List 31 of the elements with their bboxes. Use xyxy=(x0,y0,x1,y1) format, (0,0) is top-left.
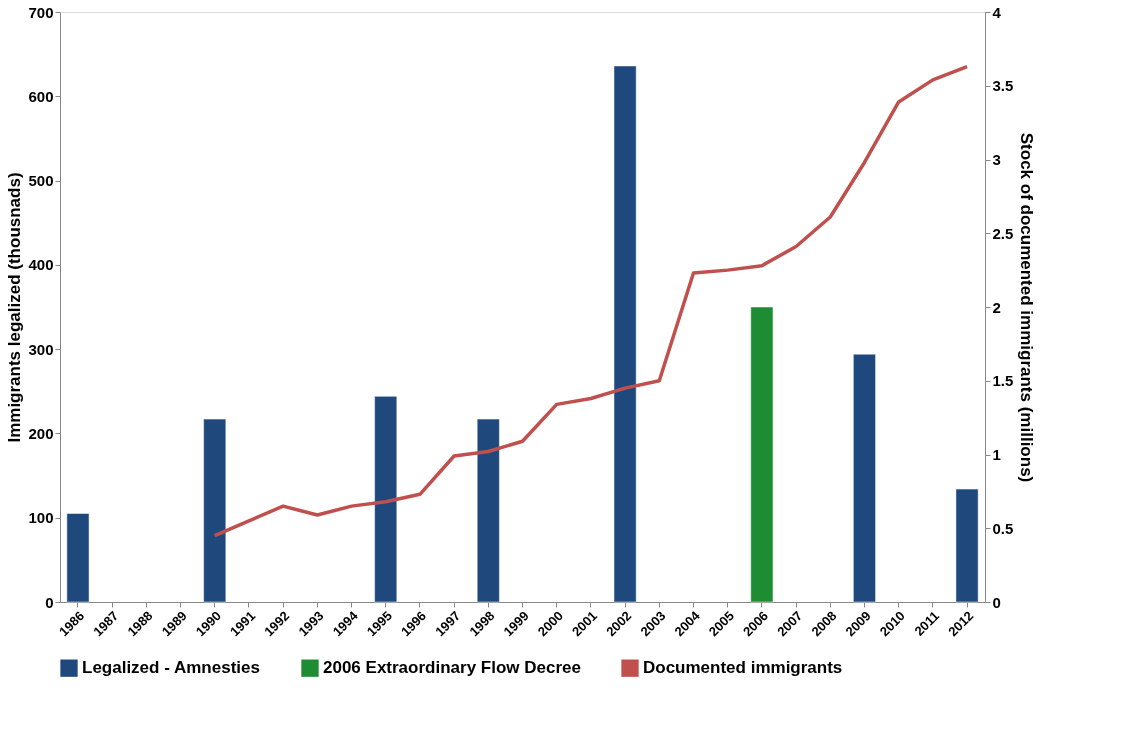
y2-tick-label: 0 xyxy=(992,593,1001,611)
bar xyxy=(852,353,877,603)
y2-tick-label: 0.5 xyxy=(992,519,1014,537)
y2-tick-label: 4 xyxy=(992,3,1002,21)
y-tick-label: 600 xyxy=(28,87,54,105)
y2-tick-label: 3 xyxy=(992,151,1001,168)
y-tick-label: 500 xyxy=(28,172,54,190)
legend-label: 2006 Extraordinary Flow Decree xyxy=(323,658,581,678)
y2-tick-label: 2 xyxy=(992,298,1001,316)
y-tick-label: 400 xyxy=(28,256,54,274)
y2-tick-label: 1 xyxy=(992,446,1001,463)
y2-tick-label: 3.5 xyxy=(992,77,1014,95)
legend-label: Legalized - Amnesties xyxy=(82,658,260,678)
bar xyxy=(66,513,90,603)
y-tick-label: 100 xyxy=(28,509,54,527)
bar xyxy=(374,395,398,603)
y-axis-title: Immigrants legalized (thousnads) xyxy=(5,172,25,443)
legend-label: Documented immigrants xyxy=(643,658,843,678)
line-series xyxy=(212,64,969,538)
y2-axis-title: Stock of documented immigrants (millions) xyxy=(1017,132,1037,483)
bar xyxy=(955,488,979,603)
bar xyxy=(476,418,500,603)
y-tick-label: 200 xyxy=(28,424,54,442)
y2-tick-label: 1.5 xyxy=(992,372,1014,390)
bar xyxy=(613,65,637,603)
bar xyxy=(203,418,227,603)
y2-tick-label: 2.5 xyxy=(992,224,1014,242)
bar xyxy=(750,306,774,603)
y-tick-label: 300 xyxy=(28,340,54,358)
y-tick-label: 700 xyxy=(28,3,54,21)
y-tick-label: 0 xyxy=(45,593,54,611)
